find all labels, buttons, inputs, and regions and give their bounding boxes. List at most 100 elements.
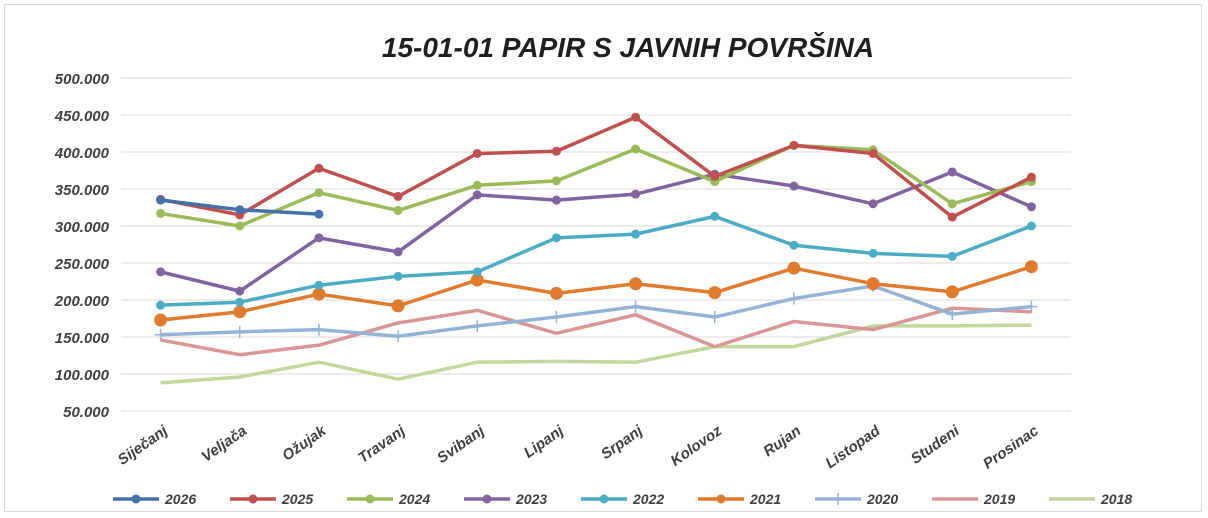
data-point — [631, 229, 641, 239]
legend-label: 2019 — [983, 491, 1015, 507]
x-tick-label: Svibanj — [434, 422, 488, 467]
x-tick-label: Srpanj — [598, 422, 647, 463]
data-point — [1026, 172, 1036, 182]
data-point — [470, 273, 484, 287]
legend-label: 2018 — [1100, 491, 1132, 507]
data-point — [471, 319, 484, 332]
data-point — [248, 494, 258, 504]
data-point — [312, 323, 325, 336]
data-point — [235, 221, 245, 231]
data-point — [789, 140, 799, 150]
legend-item-2026: 2026 — [113, 491, 196, 507]
x-axis-labels: Siječanj Veljača Ožujak Travanj Svibanj Lipan… — [115, 422, 1043, 473]
data-point — [551, 176, 561, 186]
data-point — [789, 240, 799, 250]
data-point — [235, 286, 245, 296]
series-2021 — [154, 260, 1038, 327]
series-line — [160, 143, 1032, 228]
data-point — [787, 261, 801, 275]
data-point — [708, 311, 721, 324]
series-2026 — [156, 195, 324, 219]
x-tick-label: Travanj — [355, 422, 409, 467]
data-point — [549, 286, 563, 300]
data-point — [482, 494, 492, 504]
data-point — [710, 211, 720, 221]
data-point — [599, 494, 609, 504]
data-point — [708, 286, 722, 300]
data-point — [1026, 221, 1036, 231]
data-point — [629, 277, 643, 291]
y-tick-label: 400.000 — [54, 145, 110, 162]
x-tick-label: Ožujak — [279, 422, 330, 465]
data-point — [154, 313, 168, 327]
data-point — [391, 299, 405, 313]
data-point — [314, 163, 324, 173]
legend-item-2023: 2023 — [464, 491, 547, 507]
y-tick-label: 100.000 — [55, 367, 110, 384]
y-tick-label: 250.000 — [54, 256, 110, 273]
series-2023 — [156, 167, 1036, 296]
x-tick-label: Veljača — [198, 422, 250, 465]
x-tick-label: Siječanj — [115, 422, 172, 469]
series-line — [160, 306, 1032, 357]
x-tick-label: Rujan — [760, 422, 804, 460]
series-line — [160, 265, 1032, 322]
data-point — [156, 195, 166, 205]
y-tick-label: 500.000 — [55, 71, 110, 88]
data-point — [235, 205, 245, 215]
data-point — [1024, 260, 1038, 274]
y-tick-label: 450.000 — [54, 108, 110, 125]
y-tick-label: 350.000 — [55, 182, 110, 199]
data-point — [314, 209, 324, 219]
data-point — [551, 233, 561, 243]
data-point — [631, 189, 641, 199]
series-lines — [154, 112, 1038, 385]
gridlines — [121, 77, 1071, 412]
series-2022 — [156, 211, 1036, 310]
data-point — [314, 188, 324, 198]
data-point — [947, 212, 957, 222]
data-point — [631, 112, 641, 122]
data-point — [131, 494, 141, 504]
data-point — [393, 191, 403, 201]
data-point — [312, 287, 326, 301]
data-point — [550, 311, 563, 324]
data-point — [156, 267, 166, 277]
x-tick-label: Listopad — [822, 422, 884, 472]
data-point — [393, 205, 403, 215]
data-point — [551, 195, 561, 205]
data-point — [868, 148, 878, 158]
data-point — [235, 297, 245, 307]
legend-label: 2025 — [281, 491, 313, 507]
y-tick-label: 200.000 — [54, 293, 110, 310]
data-point — [233, 325, 246, 338]
data-point — [393, 271, 403, 281]
legend-label: 2020 — [866, 491, 898, 507]
y-tick-label: 300.000 — [55, 219, 110, 236]
legend-item-2021: 2021 — [698, 491, 781, 507]
data-point — [551, 146, 561, 156]
data-point — [629, 300, 642, 313]
data-point — [472, 180, 482, 190]
data-point — [233, 305, 247, 319]
data-point — [716, 494, 726, 504]
legend-item-2025: 2025 — [230, 491, 313, 507]
data-point — [631, 144, 641, 154]
data-point — [472, 148, 482, 158]
y-axis-labels: 50.000 100.000 150.000 200.000 250.000 300.00… — [54, 71, 110, 421]
legend-label: 2026 — [164, 491, 196, 507]
data-point — [947, 199, 957, 209]
y-tick-label: 150.000 — [55, 330, 110, 347]
x-tick-label: Prosinac — [980, 422, 1042, 473]
x-tick-label: Kolovoz — [668, 422, 726, 470]
data-point — [946, 308, 959, 321]
series-2019 — [160, 306, 1032, 357]
x-tick-label: Lipanj — [521, 422, 568, 462]
data-point — [832, 493, 844, 505]
series-line — [160, 284, 1032, 339]
data-point — [710, 171, 720, 181]
legend-label: 2021 — [749, 491, 781, 507]
x-tick-label: Studeni — [908, 422, 963, 468]
data-point — [789, 181, 799, 191]
series-line — [160, 115, 1033, 219]
